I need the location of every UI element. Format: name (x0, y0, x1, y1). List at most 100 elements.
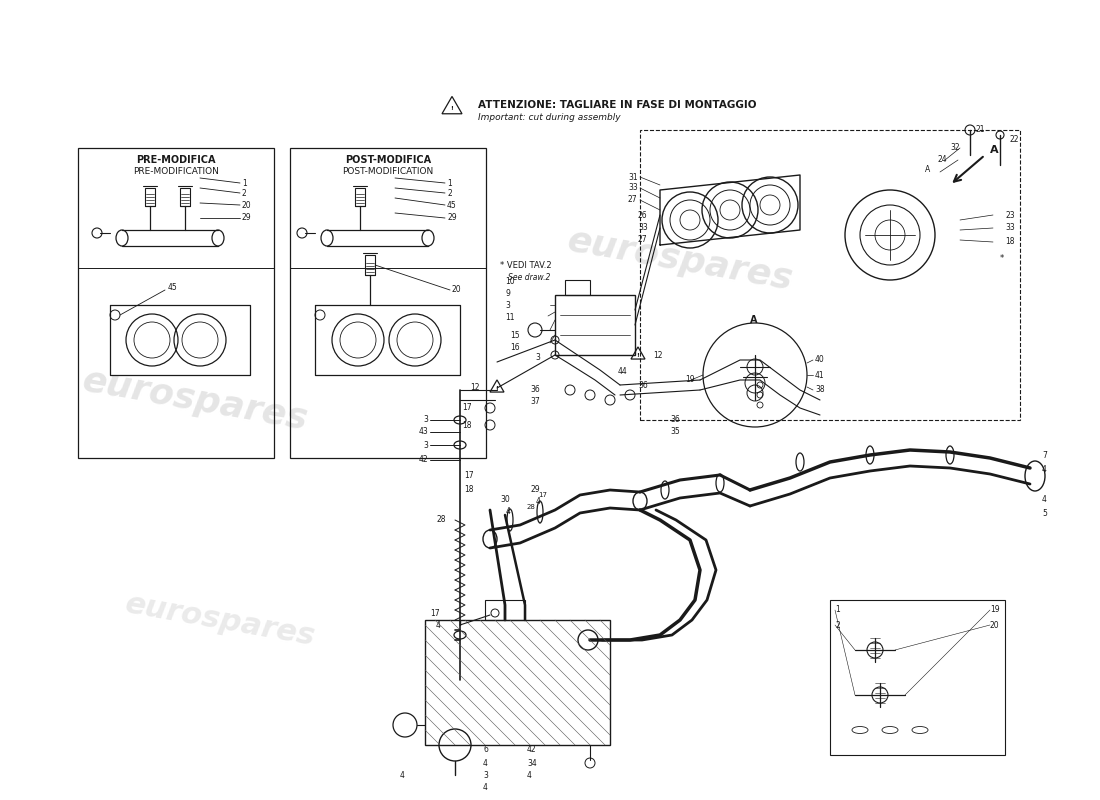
Text: 38: 38 (815, 386, 825, 394)
Text: 1: 1 (242, 178, 246, 187)
Text: 33: 33 (628, 183, 638, 193)
Bar (640, 130, 1020, 420)
Text: 28: 28 (437, 515, 446, 525)
Text: 3: 3 (483, 770, 488, 779)
Bar (556, 295, 635, 355)
Text: 12: 12 (471, 383, 480, 393)
Text: 41: 41 (815, 370, 825, 379)
Bar (830, 600, 1005, 755)
Text: 27: 27 (628, 195, 638, 205)
Text: 21: 21 (975, 126, 984, 134)
Text: A: A (750, 315, 758, 325)
Text: 1: 1 (835, 606, 839, 614)
Text: 29: 29 (242, 214, 252, 222)
Text: Important: cut during assembly: Important: cut during assembly (478, 114, 620, 122)
Text: !: ! (496, 386, 498, 391)
Text: 33: 33 (1005, 223, 1014, 233)
Text: 7: 7 (1042, 451, 1047, 461)
Text: 23: 23 (1005, 210, 1014, 219)
Bar (145, 188, 155, 206)
Text: 12: 12 (653, 350, 662, 359)
Bar (355, 188, 365, 206)
Text: 24: 24 (938, 155, 947, 165)
Text: 3: 3 (535, 354, 540, 362)
Text: 40: 40 (815, 355, 825, 365)
Text: 4: 4 (483, 758, 488, 767)
Text: 19: 19 (990, 606, 1000, 614)
Text: 35: 35 (670, 427, 680, 437)
Text: 2: 2 (447, 189, 452, 198)
Text: 3: 3 (424, 415, 428, 425)
Text: 16: 16 (510, 343, 519, 353)
Text: 31: 31 (628, 173, 638, 182)
Text: 36: 36 (530, 386, 540, 394)
Text: 29: 29 (447, 214, 456, 222)
Bar (365, 255, 375, 275)
Text: eurospares: eurospares (122, 589, 318, 651)
Text: eurospares: eurospares (79, 363, 310, 437)
Text: 33: 33 (638, 223, 648, 233)
Text: 20: 20 (990, 621, 1000, 630)
Text: 4: 4 (1042, 495, 1047, 505)
Text: 15: 15 (510, 330, 519, 339)
Text: eurospares: eurospares (564, 223, 795, 297)
Text: A: A (925, 166, 931, 174)
Text: 42: 42 (418, 455, 428, 465)
Text: 5: 5 (1042, 510, 1047, 518)
Text: !: ! (451, 106, 453, 111)
Text: 34: 34 (527, 758, 537, 767)
Text: See draw.2: See draw.2 (508, 274, 550, 282)
Text: 4: 4 (436, 621, 440, 630)
Text: ATTENZIONE: TAGLIARE IN FASE DI MONTAGGIO: ATTENZIONE: TAGLIARE IN FASE DI MONTAGGI… (478, 100, 757, 110)
Text: 3: 3 (424, 441, 428, 450)
Bar (565, 280, 590, 295)
Text: 17: 17 (538, 492, 547, 498)
Bar (485, 600, 525, 620)
Text: 20: 20 (452, 286, 462, 294)
Text: 26: 26 (638, 210, 648, 219)
Text: 29: 29 (530, 486, 540, 494)
Text: 4: 4 (483, 782, 488, 791)
Text: *: * (1000, 254, 1004, 262)
Text: 17: 17 (462, 403, 472, 413)
Text: 3: 3 (505, 302, 510, 310)
Bar (78, 148, 274, 458)
Text: 9: 9 (505, 290, 510, 298)
Text: * VEDI TAV.2: * VEDI TAV.2 (500, 261, 551, 270)
Text: 4: 4 (505, 507, 510, 517)
Text: 36: 36 (670, 415, 680, 425)
Text: A: A (990, 145, 999, 155)
Text: PRE-MODIFICATION: PRE-MODIFICATION (133, 167, 219, 177)
Text: 30: 30 (500, 495, 510, 505)
Text: POST-MODIFICA: POST-MODIFICA (345, 155, 431, 165)
Text: 18: 18 (464, 486, 473, 494)
Text: 42: 42 (527, 746, 537, 754)
Text: 22: 22 (1010, 135, 1020, 145)
Text: 20: 20 (242, 201, 252, 210)
Text: 28: 28 (527, 504, 536, 510)
Text: PRE-MODIFICA: PRE-MODIFICA (136, 155, 216, 165)
Text: 36: 36 (638, 381, 648, 390)
Text: 4: 4 (527, 770, 532, 779)
Text: 17: 17 (430, 609, 440, 618)
Text: 44: 44 (618, 367, 628, 377)
Text: 4: 4 (1042, 466, 1047, 474)
Text: 6: 6 (483, 746, 488, 754)
Bar (180, 188, 190, 206)
Text: 2: 2 (835, 621, 839, 630)
Text: 45: 45 (447, 201, 456, 210)
Text: 43: 43 (418, 427, 428, 437)
Text: 2: 2 (242, 189, 246, 198)
Bar (425, 620, 610, 745)
Text: POST-MODIFICATION: POST-MODIFICATION (342, 167, 433, 177)
Text: 27: 27 (638, 235, 648, 245)
Text: 18: 18 (462, 421, 472, 430)
Text: 11: 11 (505, 314, 515, 322)
Text: 19: 19 (685, 375, 694, 385)
Text: 18: 18 (1005, 238, 1014, 246)
Text: 45: 45 (168, 283, 178, 293)
Text: 17: 17 (464, 470, 474, 479)
Text: 32: 32 (950, 143, 959, 153)
Text: 10: 10 (505, 278, 515, 286)
Text: 1: 1 (447, 178, 452, 187)
